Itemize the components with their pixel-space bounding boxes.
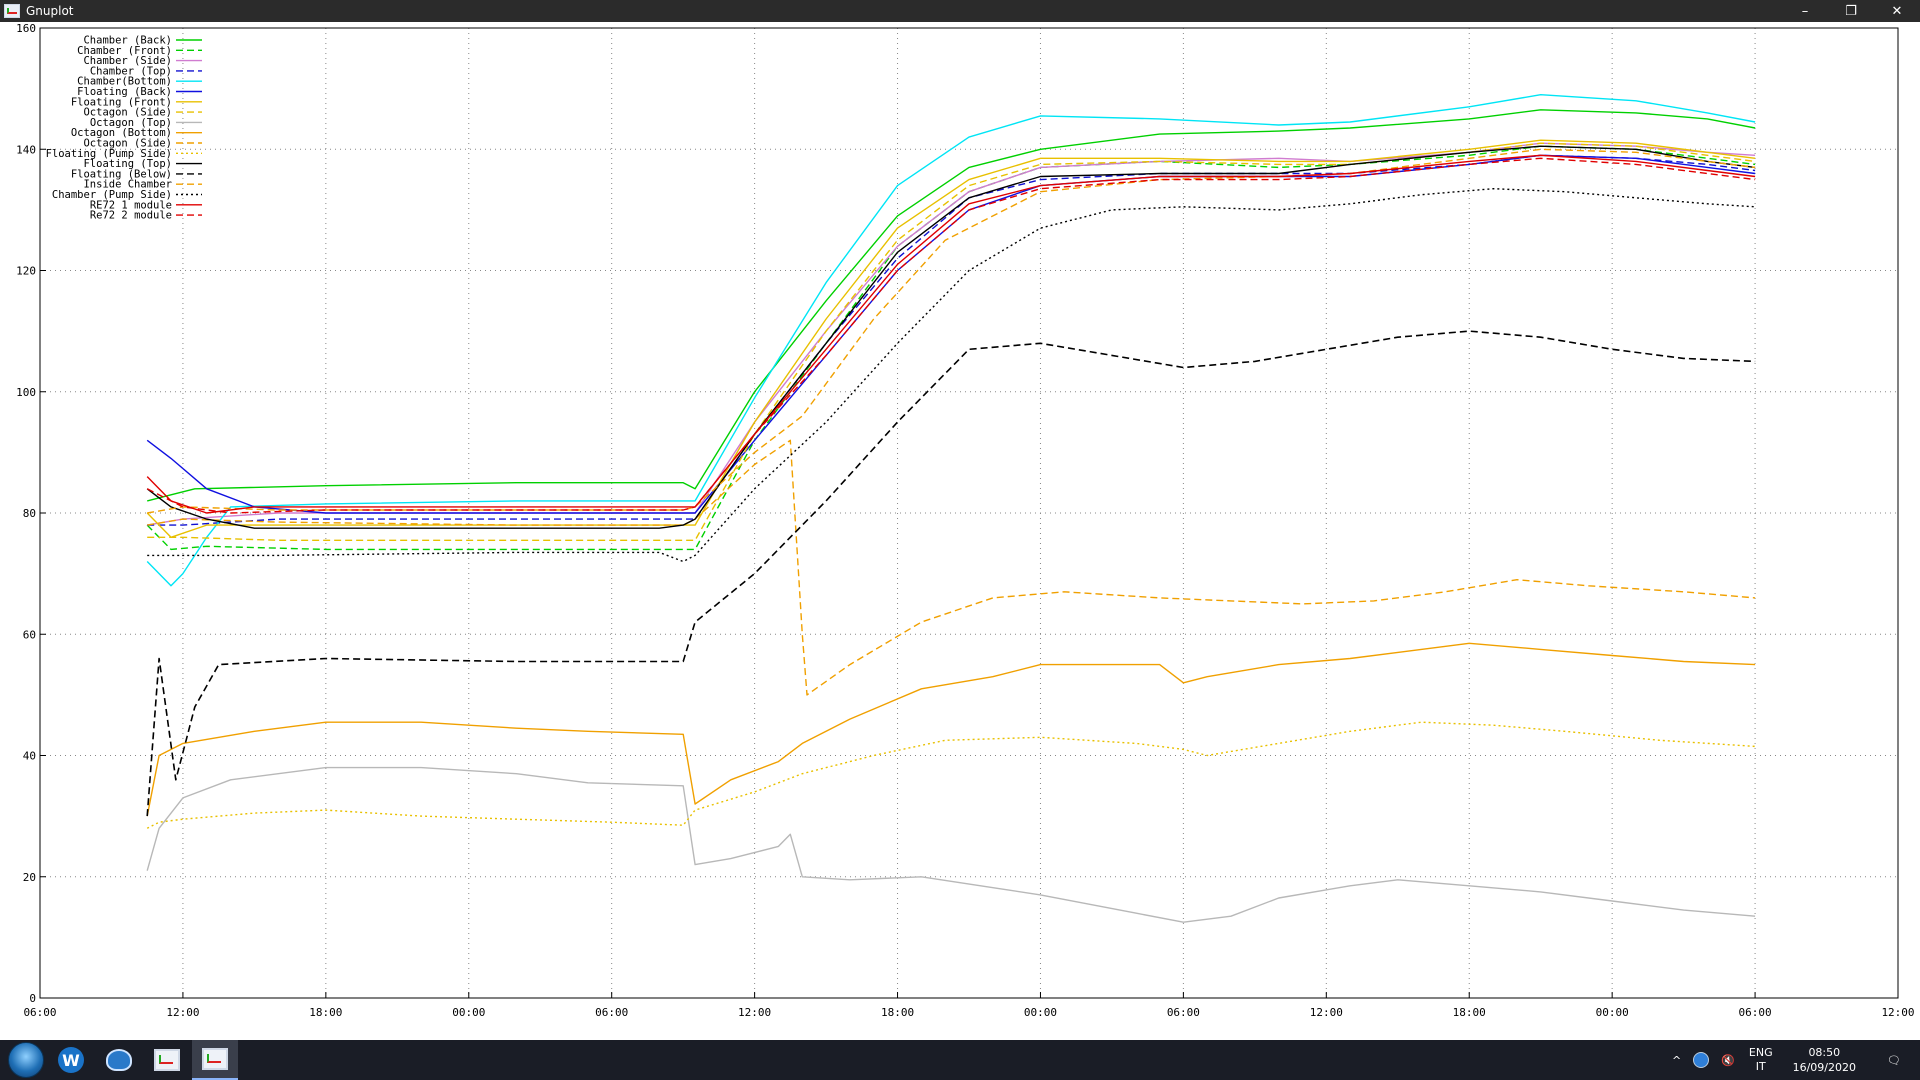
legend-label: Floating (Back) [77,86,172,98]
x-tick-label: 18:00 [309,1006,342,1019]
mail-bird-icon [106,1049,132,1071]
series-line-18 [146,157,1756,514]
y-tick-label: 160 [16,22,36,35]
x-tick-label: 00:00 [452,1006,485,1019]
x-tick-label: 18:00 [881,1006,914,1019]
x-tick-label: 06:00 [23,1006,56,1019]
series-line-17 [146,154,1756,514]
series-line-9 [146,766,1756,923]
legend-label: Floating (Pump Side) [46,148,172,160]
legend-label: Chamber (Top) [90,65,172,77]
legend-label: Floating (Top) [83,158,172,170]
x-tick-label: 12:00 [738,1006,771,1019]
legend-label: Re72 2 module [90,210,172,222]
x-tick-label: 12:00 [1310,1006,1343,1019]
series-line-14 [146,330,1756,817]
legend-label: Chamber (Pump Side) [52,189,172,201]
legend-label: Octagon (Bottom) [71,127,172,139]
y-tick-label: 100 [16,386,36,399]
window-titlebar: Gnuplot – ❐ ✕ [0,0,1920,22]
taskbar-app-gnuplot-2[interactable] [192,1040,238,1080]
language-indicator[interactable]: ENG IT [1741,1040,1781,1080]
restore-button[interactable]: ❐ [1845,3,1857,19]
x-tick-label: 06:00 [1739,1006,1772,1019]
plot-window[interactable]: 06:00 12:00 18:00 00:00 06:00 12:00 18:00 00:00… [0,22,1920,1042]
x-tick-label: 18:00 [1453,1006,1486,1019]
close-button[interactable]: ✕ [1891,3,1903,19]
series-line-2 [146,145,1756,551]
start-button[interactable] [6,1040,46,1080]
gnuplot-icon [154,1049,180,1071]
shield-icon [1693,1052,1710,1068]
taskbar: W ^ 🔇 ENG IT 08:50 16/09/2020 🗨 [0,1040,1920,1080]
y-tick-label: 80 [23,507,36,520]
window-title: Gnuplot [26,4,74,18]
x-tick-label: 12:00 [1881,1006,1914,1019]
legend-label: Floating (Front) [71,96,172,108]
clock-time: 08:50 [1808,1046,1841,1059]
gnuplot-icon [202,1048,228,1070]
y-tick-label: 20 [23,871,36,884]
series-line-10 [146,642,1756,817]
tray-chevron-icon[interactable]: ^ [1671,1053,1682,1067]
series-line-6 [146,154,1756,514]
series-line-3 [147,142,1756,526]
legend-label: Floating (Below) [71,168,172,180]
y-tick-label: 0 [29,992,36,1005]
series-layer [146,93,1756,923]
y-tick-label: 120 [16,265,36,278]
legend-label: Chamber (Front) [77,45,172,57]
x-tick-label: 06:00 [595,1006,628,1019]
series-line-12 [146,721,1756,829]
legend-label: Inside Chamber [83,179,172,191]
windows-orb-icon [8,1042,44,1078]
language-top: ENG [1748,1046,1773,1059]
series-line-8 [147,142,1756,541]
minimize-button[interactable]: – [1801,3,1809,19]
y-tick-label: 60 [23,628,36,641]
legend-label: Chamber(Bottom) [77,76,172,88]
taskbar-app-mail[interactable] [96,1040,142,1080]
x-tick-label: 00:00 [1596,1006,1629,1019]
x-tick-label: 12:00 [166,1006,199,1019]
legend: Chamber (Back)Chamber (Front)Chamber (Si… [46,35,202,222]
series-line-15 [147,148,1756,514]
notifications-icon[interactable]: 🗨 [1887,1053,1901,1067]
legend-label: Octagon (Top) [90,117,172,129]
clock-date: 16/09/2020 [1792,1061,1856,1074]
w-app-icon: W [58,1047,84,1073]
series-line-7 [146,139,1756,538]
legend-label: RE72 1 module [90,199,172,211]
system-tray: ^ 🔇 ENG IT 08:50 16/09/2020 🗨 [1666,1040,1920,1080]
series-line-11 [147,439,1756,696]
volume-icon[interactable]: 🔇 [1721,1053,1735,1067]
line-chart: 06:00 12:00 18:00 00:00 06:00 12:00 18:00 00:00… [16,22,1914,1019]
axes: 06:00 12:00 18:00 00:00 06:00 12:00 18:00 00:00… [16,22,1914,1019]
y-tick-label: 40 [23,750,36,763]
series-line-1 [147,109,1756,502]
x-tick-label: 00:00 [1024,1006,1057,1019]
clock[interactable]: 08:50 16/09/2020 [1781,1040,1868,1080]
tray-shield[interactable] [1687,1040,1715,1080]
legend-label: Octagon (Side) [83,138,172,150]
y-tick-label: 140 [16,143,36,156]
taskbar-app-gnuplot-1[interactable] [144,1040,190,1080]
gnuplot-app-icon [4,4,20,18]
legend-label: Chamber (Back) [83,35,172,47]
window-controls: – ❐ ✕ [1782,0,1920,22]
x-tick-label: 06:00 [1167,1006,1200,1019]
language-bottom: IT [1755,1060,1766,1073]
taskbar-app-w[interactable]: W [48,1040,94,1080]
legend-label: Octagon (Side) [83,107,172,119]
series-line-16 [147,187,1756,563]
series-line-5 [146,93,1756,587]
series-line-13 [146,145,1756,529]
legend-label: Chamber (Side) [83,55,172,67]
